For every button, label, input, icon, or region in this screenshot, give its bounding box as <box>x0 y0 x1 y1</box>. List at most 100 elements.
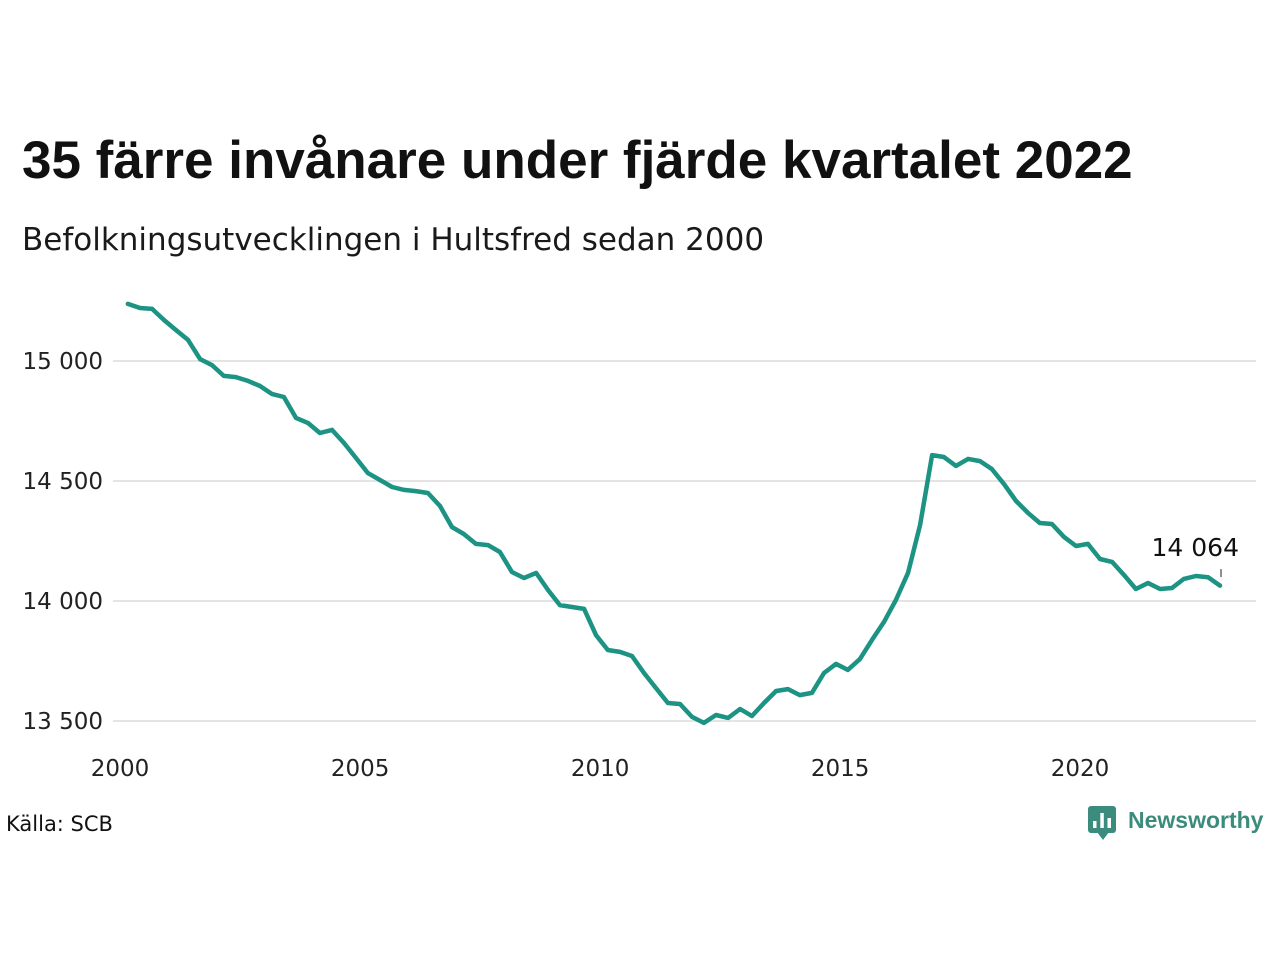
data-point-2017-06-01 <box>954 463 958 468</box>
data-point-2000-03-01 <box>125 301 130 306</box>
data-point-2015-09-01 <box>870 637 874 642</box>
brand-name: Newsworthy <box>1128 807 1264 833</box>
logo-icon-tail <box>1097 832 1109 840</box>
data-point-2011-03-01 <box>653 685 658 690</box>
data-point-2015-12-01 <box>882 619 886 624</box>
logo-icon-bar <box>1093 821 1097 828</box>
data-point-2004-09-01 <box>342 441 347 446</box>
data-point-2017-03-01 <box>941 455 946 459</box>
data-point-2019-06-01 <box>1049 522 1054 526</box>
data-point-2009-06-01 <box>570 605 574 609</box>
data-point-2009-12-01 <box>594 633 598 638</box>
data-point-2018-09-01 <box>1014 498 1018 503</box>
data-point-2006-09-01 <box>438 504 442 508</box>
annotation: 14 064 <box>1152 533 1239 578</box>
data-point-2001-03-01 <box>173 328 178 332</box>
data-point-2009-03-01 <box>557 603 562 608</box>
data-point-2011-09-01 <box>678 702 682 706</box>
data-point-2022-03-01 <box>1181 576 1186 581</box>
data-point-2008-06-01 <box>522 576 526 580</box>
data-point-2021-06-01 <box>1146 581 1150 585</box>
logo-icon-bar <box>1107 818 1111 828</box>
series-line <box>125 301 1223 726</box>
data-point-2001-09-01 <box>198 357 203 362</box>
x-tick-label: 2010 <box>571 756 630 782</box>
data-point-2016-12-01 <box>930 453 935 458</box>
data-point-2016-06-01 <box>906 570 910 575</box>
data-point-2021-03-01 <box>1133 587 1138 591</box>
data-point-2003-09-01 <box>294 415 298 420</box>
chart-title: 35 färre invånare under fjärde kvartalet… <box>22 131 1133 190</box>
newsworthy-logo: Newsworthy <box>1088 806 1264 840</box>
source-note: Källa: SCB <box>6 812 113 836</box>
data-point-2010-09-01 <box>630 654 634 658</box>
data-point-2013-06-01 <box>762 701 766 705</box>
y-tick-label: 14 500 <box>23 469 103 495</box>
data-point-2014-06-01 <box>809 690 814 695</box>
data-point-2008-03-01 <box>509 570 514 574</box>
data-point-2002-12-01 <box>258 384 262 388</box>
data-point-2012-12-01 <box>738 707 743 711</box>
data-point-2007-06-01 <box>473 541 478 546</box>
data-point-2005-09-01 <box>390 485 395 489</box>
data-point-2005-03-01 <box>365 471 370 476</box>
data-point-2020-06-01 <box>1098 557 1102 561</box>
data-point-2018-06-01 <box>1001 481 1006 486</box>
data-point-2012-03-01 <box>701 720 706 725</box>
data-point-2019-09-01 <box>1062 534 1066 539</box>
data-point-2015-03-01 <box>845 667 850 672</box>
data-point-2014-09-01 <box>822 671 826 675</box>
data-point-2011-12-01 <box>690 714 694 719</box>
data-point-2001-06-01 <box>186 337 190 342</box>
data-point-2017-12-01 <box>978 459 982 464</box>
data-point-2022-06-01 <box>1193 574 1198 578</box>
data-point-2009-09-01 <box>582 606 587 611</box>
data-point-2005-12-01 <box>402 487 406 492</box>
data-point-2000-06-01 <box>138 306 142 310</box>
y-axis: 13 500 14 000 14 500 15 000 <box>23 349 103 735</box>
data-point-2007-09-01 <box>486 543 490 548</box>
annotation-label: 14 064 <box>1152 533 1239 562</box>
data-point-2008-12-01 <box>546 588 550 592</box>
data-point-2004-03-01 <box>317 431 322 435</box>
data-point-2018-12-01 <box>1026 510 1030 515</box>
data-point-2012-06-01 <box>714 713 718 717</box>
data-points <box>125 301 1222 725</box>
x-tick-label: 2005 <box>331 756 390 782</box>
data-point-2017-09-01 <box>966 456 971 461</box>
data-point-2020-03-01 <box>1085 541 1090 546</box>
y-tick-label: 13 500 <box>23 709 103 735</box>
x-axis: 2000 2005 2010 2015 2020 <box>91 756 1110 782</box>
data-point-2011-06-01 <box>665 701 670 705</box>
x-tick-label: 2015 <box>811 756 870 782</box>
data-point-2021-12-01 <box>1170 586 1174 590</box>
data-point-2000-12-01 <box>162 318 166 322</box>
data-point-2005-06-01 <box>378 478 382 482</box>
data-point-2013-03-01 <box>749 714 754 718</box>
data-point-2010-12-01 <box>642 671 646 675</box>
data-point-2022-12-01 <box>1218 583 1222 588</box>
y-gridlines <box>113 360 1256 722</box>
data-point-2004-12-01 <box>354 456 358 460</box>
data-point-2008-09-01 <box>534 570 539 575</box>
data-point-2022-09-01 <box>1206 575 1210 580</box>
data-point-2016-03-01 <box>893 598 898 602</box>
data-point-2001-12-01 <box>210 363 214 368</box>
data-point-2000-09-01 <box>150 306 155 311</box>
data-point-2013-09-01 <box>774 689 779 693</box>
data-point-2014-12-01 <box>834 661 838 666</box>
data-point-2002-09-01 <box>246 378 250 383</box>
data-point-2021-09-01 <box>1158 587 1163 591</box>
data-point-2016-09-01 <box>918 522 923 527</box>
data-point-2007-12-01 <box>497 550 502 554</box>
data-point-2003-06-01 <box>281 395 286 399</box>
data-point-2012-09-01 <box>726 715 731 720</box>
data-point-2020-12-01 <box>1122 573 1127 578</box>
data-point-2010-03-01 <box>605 648 610 652</box>
chart-subtitle: Befolkningsutvecklingen i Hultsfred seda… <box>22 222 764 258</box>
data-point-2019-03-01 <box>1037 521 1042 525</box>
data-point-2010-06-01 <box>617 649 622 654</box>
data-point-2007-03-01 <box>461 532 466 536</box>
y-tick-label: 15 000 <box>23 349 103 375</box>
